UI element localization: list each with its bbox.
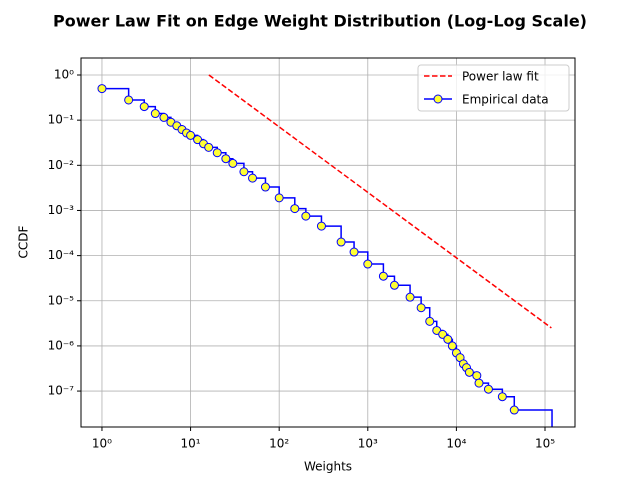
data-point [509,405,519,415]
data-point [159,112,169,122]
data-point [274,193,284,203]
data-point [497,392,507,402]
plot-frame [80,57,576,428]
x-tick-label: 10¹ [181,437,201,451]
legend-label: Power law fit [462,70,539,84]
y-tick-label: 10⁰ [54,68,74,82]
data-point [204,142,214,152]
x-tick-label: 10³ [358,437,378,451]
y-tick-label: 10⁻² [48,158,75,172]
y-tick-label: 10⁻⁵ [48,293,75,307]
chart-title: Power Law Fit on Edge Weight Distributio… [53,12,587,31]
data-point [416,303,426,313]
legend-box [417,64,570,112]
data-point [150,109,160,119]
y-tick-label: 10⁻⁶ [48,338,75,352]
data-point [124,95,134,105]
x-tick-label: 10⁴ [446,437,466,451]
data-point [301,211,311,221]
data-point [447,341,457,351]
data-point [139,102,149,112]
data-line [208,74,552,329]
data-point [405,292,415,302]
x-tick-label: 10⁵ [535,437,555,451]
data-point [378,271,388,281]
data-point [425,316,435,326]
plot-area [97,74,556,461]
data-point [260,182,270,192]
data-point [316,221,326,231]
y-tick-label: 10⁻³ [48,203,75,217]
data-point [464,367,474,377]
data-point [474,378,484,388]
data-point [336,237,346,247]
data-point [221,154,231,164]
x-axis-label: Weights [304,460,352,474]
legend-marker [433,94,443,104]
y-tick-label: 10⁻⁴ [48,248,75,262]
data-point [472,371,482,381]
data-point [228,158,238,168]
data-point [186,130,196,140]
data-point [290,204,300,214]
data-point [239,167,249,177]
data-point [548,453,556,461]
y-axis-label: CCDF [17,225,31,258]
data-point [389,280,399,290]
data-point [97,84,107,94]
legend-label: Empirical data [462,93,549,107]
data-point [248,173,258,183]
data-line [101,87,553,427]
x-tick-label: 10⁰ [92,437,112,451]
y-tick-label: 10⁻¹ [48,113,75,127]
data-point [212,148,222,158]
y-tick-label: 10⁻⁷ [48,384,75,398]
x-tick-label: 10² [269,437,289,451]
data-point [349,247,359,257]
data-point [363,259,373,269]
data-point [483,384,493,394]
data-point [443,334,453,344]
